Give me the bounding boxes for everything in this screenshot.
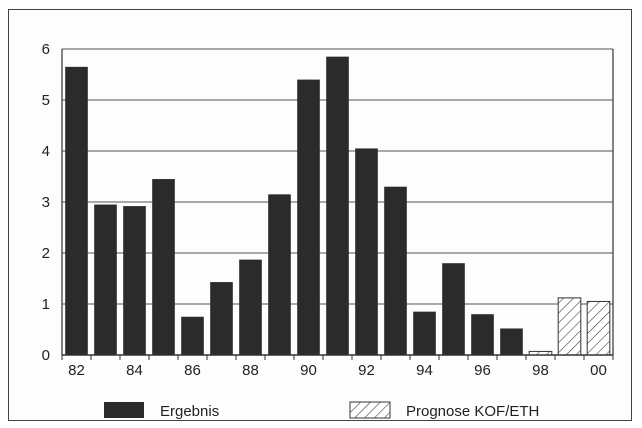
bar-84-ergebnis <box>123 206 146 355</box>
x-tick-label-86: 86 <box>184 362 201 379</box>
bar-87-ergebnis <box>210 282 233 355</box>
bar-00-prognose <box>586 300 611 356</box>
bar-92-ergebnis <box>355 148 378 355</box>
bar-93-ergebnis <box>384 186 407 355</box>
x-tick-label-96: 96 <box>474 362 491 379</box>
y-tick-label-1: 1 <box>42 296 50 313</box>
x-tick-label-00: 00 <box>590 362 607 379</box>
y-tick-label-6: 6 <box>42 41 50 58</box>
bar-96-ergebnis <box>471 314 494 355</box>
legend-swatch-prognose <box>349 401 391 419</box>
y-tick-label-2: 2 <box>42 245 50 262</box>
legend-label-prognose: Prognose KOF/ETH <box>406 403 539 420</box>
x-tick-label-88: 88 <box>242 362 259 379</box>
x-tick-label-90: 90 <box>300 362 317 379</box>
y-tick-label-4: 4 <box>42 143 50 160</box>
bar-95-ergebnis <box>442 263 465 355</box>
x-tick-label-92: 92 <box>358 362 375 379</box>
x-tick-label-98: 98 <box>532 362 549 379</box>
bar-83-ergebnis <box>94 204 117 355</box>
y-tick-labels: 0 1 2 3 4 5 6 <box>42 41 50 364</box>
bar-82-ergebnis <box>65 66 88 355</box>
x-tick-label-94: 94 <box>416 362 433 379</box>
bar-88-ergebnis <box>239 259 262 355</box>
bar-89-ergebnis <box>268 194 291 355</box>
bar-85-ergebnis <box>152 179 175 355</box>
axes <box>61 49 614 360</box>
y-tick-label-0: 0 <box>42 347 50 364</box>
bar-94-ergebnis <box>413 311 436 355</box>
bar-97-ergebnis <box>500 328 523 355</box>
y-tick-label-3: 3 <box>42 194 50 211</box>
x-tick-labels: 82 84 86 88 90 92 94 96 98 00 <box>68 362 607 379</box>
bar-91-ergebnis <box>326 56 349 356</box>
x-tick-label-82: 82 <box>68 362 85 379</box>
legend-swatch-ergebnis <box>104 402 144 418</box>
bar-90-ergebnis <box>297 79 320 355</box>
bar-99-prognose <box>557 297 582 356</box>
legend: Ergebnis Prognose KOF/ETH <box>104 401 539 420</box>
y-tick-label-5: 5 <box>42 92 50 109</box>
bar-86-ergebnis <box>181 316 204 355</box>
bars <box>65 56 611 356</box>
x-tick-label-84: 84 <box>126 362 143 379</box>
legend-label-ergebnis: Ergebnis <box>160 403 219 420</box>
